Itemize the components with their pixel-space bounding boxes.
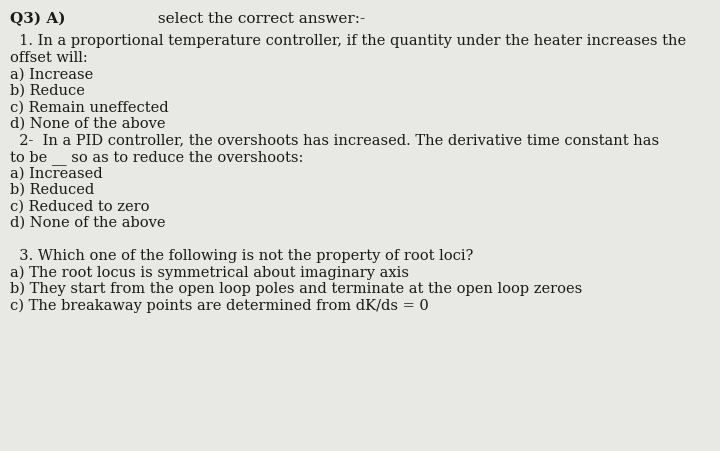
- Text: a) Increased: a) Increased: [10, 166, 103, 180]
- Text: c) Remain uneffected: c) Remain uneffected: [10, 100, 168, 114]
- Text: c) The breakaway points are determined from dK/ds = 0: c) The breakaway points are determined f…: [10, 298, 428, 313]
- Text: b) Reduce: b) Reduce: [10, 84, 85, 98]
- Text: d) None of the above: d) None of the above: [10, 216, 166, 230]
- Text: select the correct answer:-: select the correct answer:-: [153, 12, 365, 26]
- Text: 2-  In a PID controller, the overshoots has increased. The derivative time const: 2- In a PID controller, the overshoots h…: [10, 133, 659, 147]
- Text: b) Reduced: b) Reduced: [10, 183, 94, 197]
- Text: a) Increase: a) Increase: [10, 67, 94, 81]
- Text: 1. In a proportional temperature controller, if the quantity under the heater in: 1. In a proportional temperature control…: [10, 34, 686, 48]
- Text: b) They start from the open loop poles and terminate at the open loop zeroes: b) They start from the open loop poles a…: [10, 282, 582, 296]
- Text: offset will:: offset will:: [10, 51, 88, 65]
- Text: d) None of the above: d) None of the above: [10, 117, 166, 131]
- Text: c) Reduced to zero: c) Reduced to zero: [10, 199, 150, 213]
- Text: a) The root locus is symmetrical about imaginary axis: a) The root locus is symmetrical about i…: [10, 265, 409, 280]
- Text: 3. Which one of the following is not the property of root loci?: 3. Which one of the following is not the…: [10, 249, 473, 263]
- Text: to be __ so as to reduce the overshoots:: to be __ so as to reduce the overshoots:: [10, 150, 303, 165]
- Text: Q3) A): Q3) A): [10, 12, 66, 26]
